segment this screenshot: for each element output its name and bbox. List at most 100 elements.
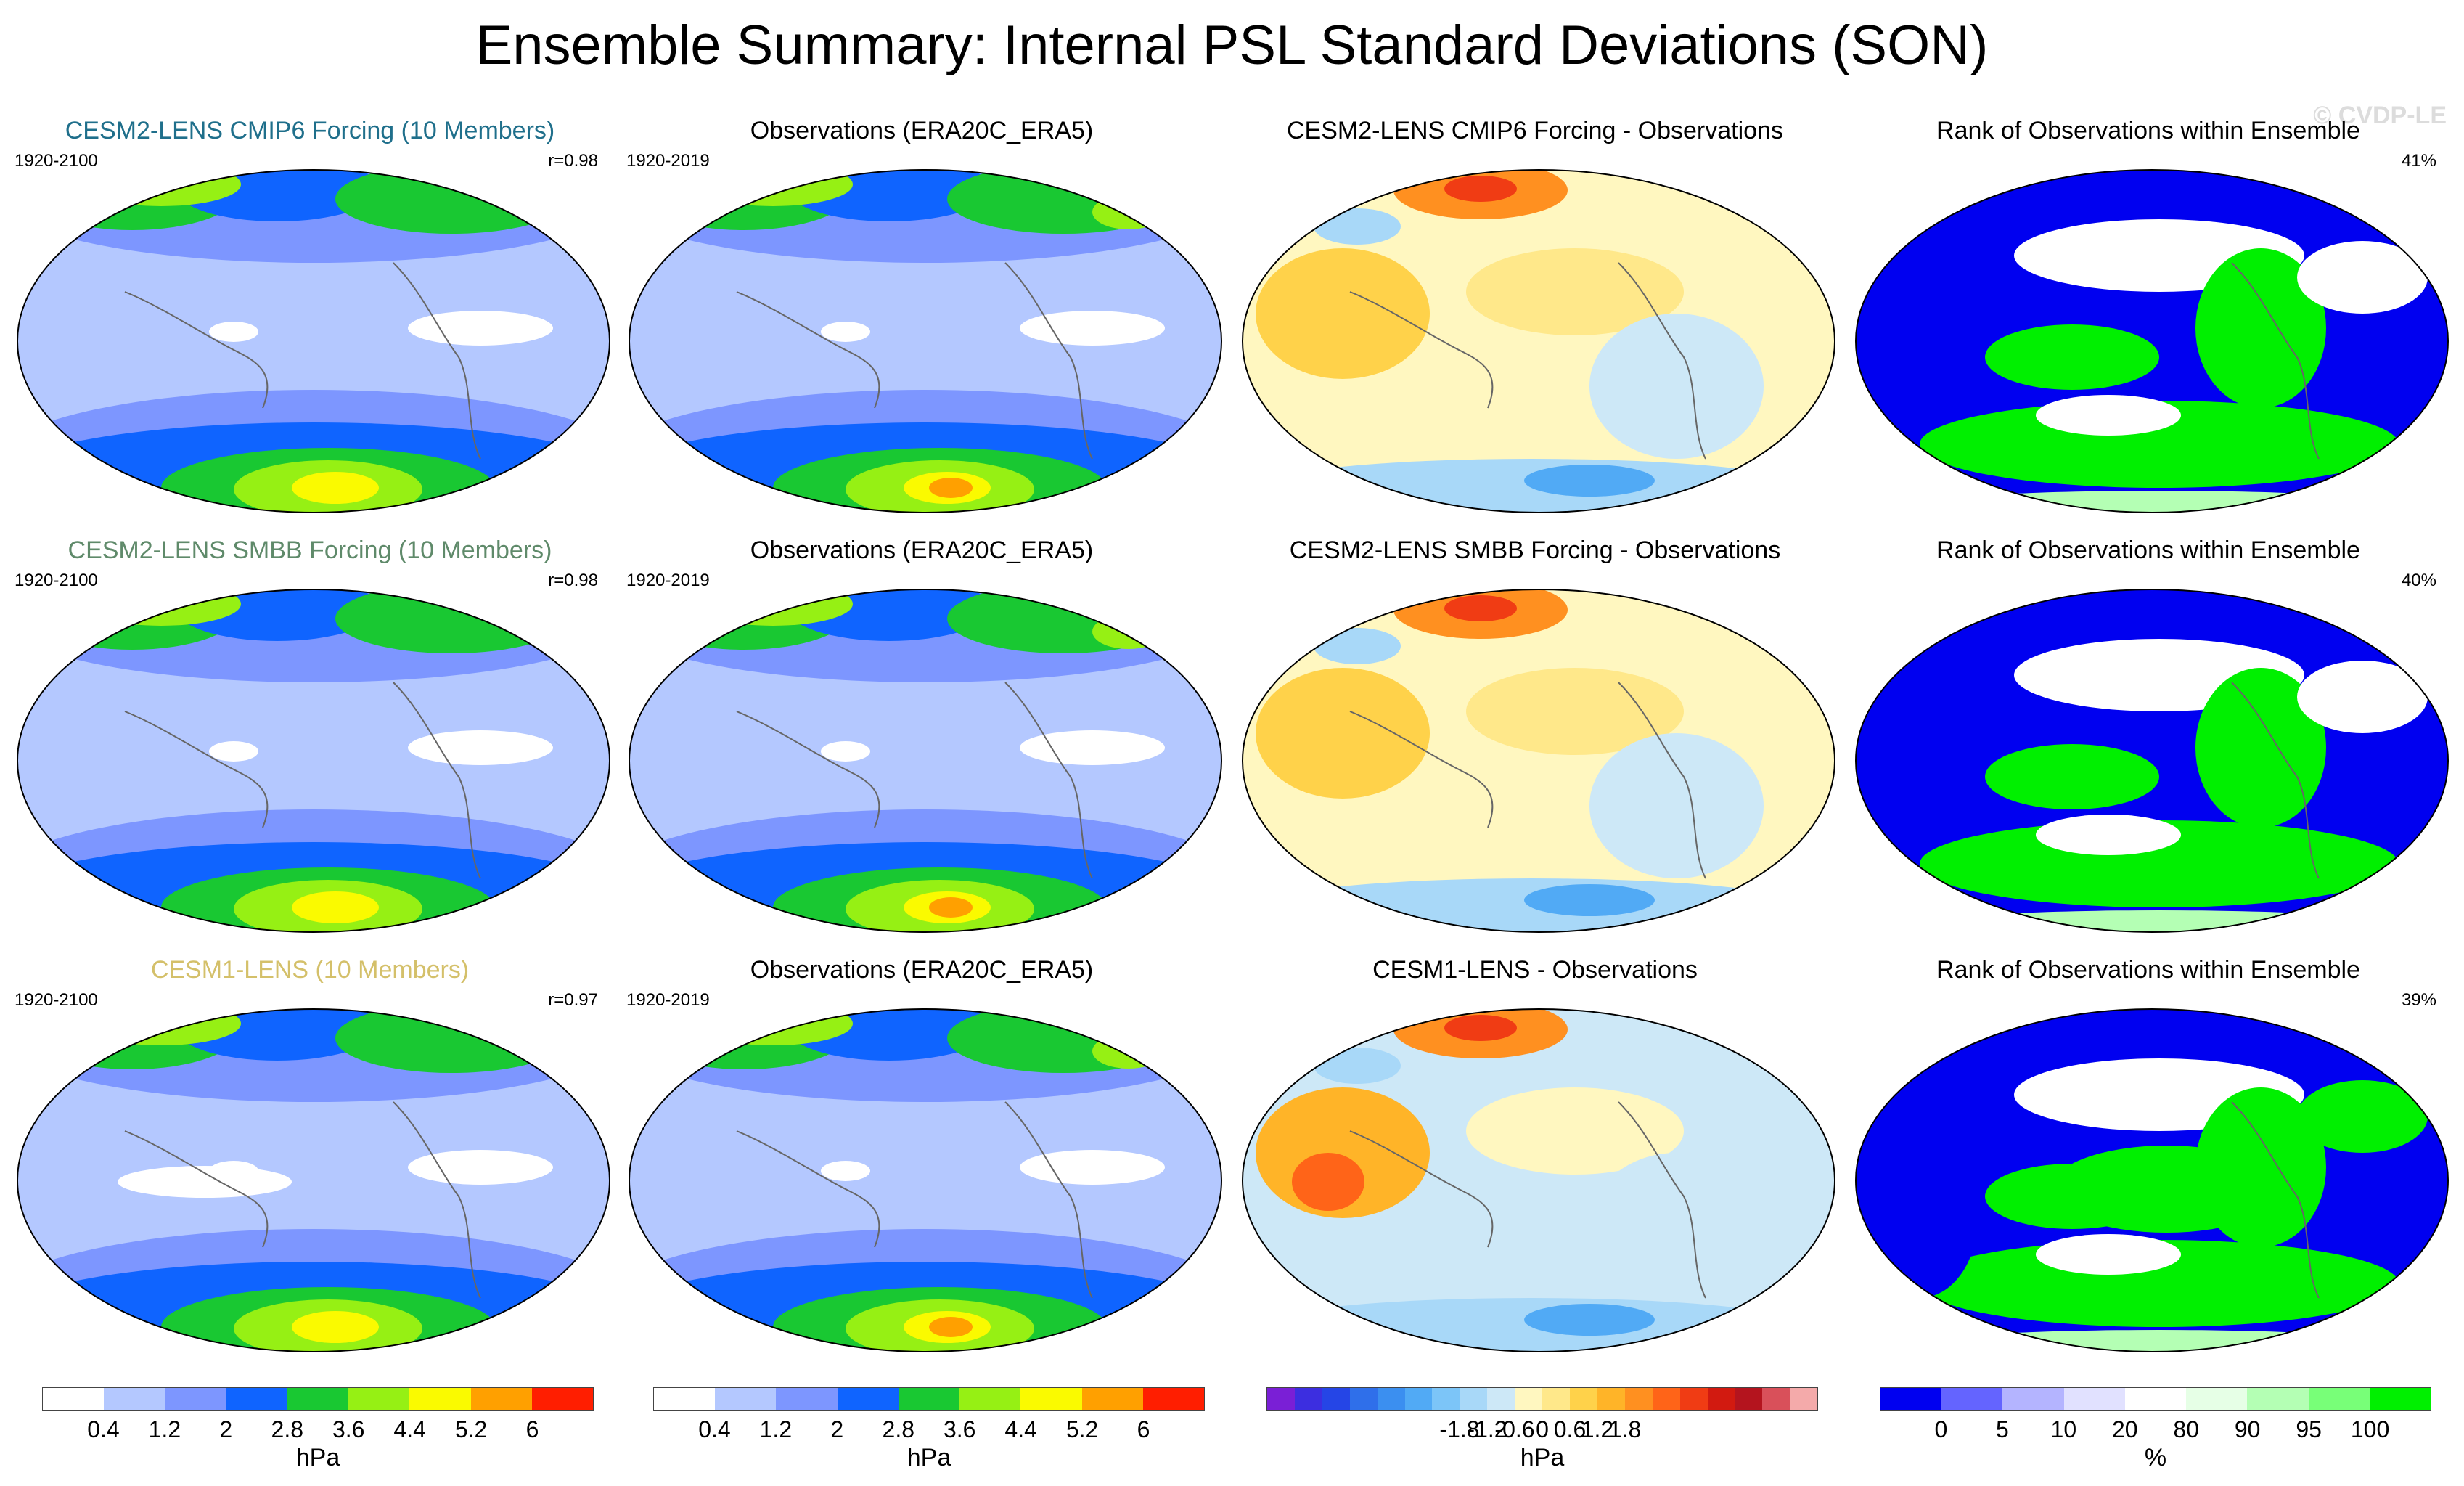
coastline-asia-australia — [1349, 1130, 1494, 1248]
colorbar-strip — [42, 1387, 594, 1411]
map-outline — [1855, 169, 2449, 513]
map-svg — [17, 169, 610, 513]
panel-2-3: CESM2-LENS SMBB Forcing - Observations — [1234, 536, 1836, 942]
coastline-asia-australia — [124, 711, 269, 828]
rank-high-pacific — [2050, 1146, 2283, 1233]
sh-contour-5.2 — [292, 472, 379, 504]
map-sd — [628, 1008, 1223, 1353]
map-svg — [1855, 589, 2449, 933]
colorbar-segment — [2369, 1388, 2431, 1410]
asia-negative — [1314, 628, 1401, 664]
central-pacific — [1466, 668, 1684, 755]
colorbar-segment — [1652, 1388, 1680, 1410]
map-svg — [1242, 589, 1835, 933]
panel-years: 1920-2100 — [15, 990, 98, 1010]
colorbar-segment — [226, 1388, 287, 1410]
panel-3-1: CESM1-LENS (10 Members) 1920-2100 r=0.97 — [9, 955, 611, 1362]
obs-natl-contour-4.4 — [1092, 195, 1165, 229]
map-outline — [1242, 169, 1835, 513]
map-diff — [1241, 588, 1836, 934]
arctic-positive-core — [1444, 595, 1517, 621]
colorbar-segment — [1404, 1388, 1433, 1410]
colorbar-1: 0.4 1.2 2 2.8 3.6 4.4 5.2 6 hPa — [42, 1383, 594, 1477]
panel-statistic: r=0.98 — [548, 151, 598, 171]
map-field — [1856, 589, 2448, 932]
colorbar-tick-label: 1.2 — [148, 1416, 181, 1442]
colorbar-tick-label: 1.2 — [1581, 1416, 1614, 1442]
rank-region-atlantic — [2297, 241, 2428, 314]
arctic-positive-core — [1444, 1015, 1517, 1041]
map-rank — [1854, 588, 2449, 934]
panel-statistic: 40% — [2401, 571, 2436, 590]
colorbar-tick-label: 6 — [525, 1416, 539, 1442]
colorbar-tick-label: 20 — [2111, 1416, 2138, 1442]
coastline-asia-australia — [736, 711, 880, 828]
sh-contour-5.2 — [292, 1311, 379, 1343]
rank-high-southern — [1920, 401, 2399, 488]
map-outline — [17, 169, 610, 513]
map-rank — [1854, 1008, 2449, 1353]
rank-low-indian — [1862, 1138, 1978, 1298]
coastline-asia-australia — [124, 1130, 269, 1248]
colorbar-tick-label: 0.4 — [698, 1416, 731, 1442]
panel-title: CESM2-LENS CMIP6 Forcing (10 Members) — [65, 117, 555, 144]
map-svg — [1855, 169, 2449, 513]
colorbar-strip — [1266, 1387, 1818, 1411]
colorbar-segment — [531, 1388, 593, 1410]
rank-antarctic-edge — [1941, 910, 2377, 932]
colorbar-4: 0 5 10 20 80 90 95 100% — [1880, 1383, 2431, 1477]
watermark: © CVDP-LE — [2313, 102, 2447, 129]
tropics-minimum-2 — [408, 311, 553, 346]
southeast-pacific-negative — [1589, 314, 1764, 459]
map-field — [1856, 1009, 2448, 1352]
indian-ocean-positive — [1256, 668, 1430, 799]
colorbar-tick-label: -1.2 — [1467, 1416, 1507, 1442]
colorbar-segment — [1020, 1388, 1082, 1410]
map-svg — [1242, 1008, 1835, 1352]
map-sd — [16, 1008, 611, 1353]
panel-title: Observations (ERA20C_ERA5) — [750, 117, 1094, 144]
rank-middle-region-2 — [2036, 1234, 2181, 1275]
colorbar-segment — [2186, 1388, 2248, 1410]
colorbar-segment — [2308, 1388, 2370, 1410]
map-outline — [629, 589, 1222, 933]
southeast-pacific-negative — [1589, 733, 1764, 878]
map-field — [1856, 170, 2448, 513]
panel-1-2: Observations (ERA20C_ERA5) 1920-2019 — [621, 116, 1223, 523]
colorbar-segment — [1679, 1388, 1708, 1410]
colorbar-tick-label: 0.4 — [87, 1416, 120, 1442]
rank-region-atlantic — [2297, 661, 2428, 733]
panel-statistic: 39% — [2401, 990, 2436, 1010]
coastline-americas — [2231, 262, 2320, 460]
colorbar-3: -1.8 -1.2 -0.6 0 0.6 1.2 1.8 hPa — [1266, 1383, 1818, 1477]
panel-years: 1920-2100 — [15, 151, 98, 171]
colorbar-tick-label: 4.4 — [1004, 1416, 1037, 1442]
rank-region-atlantic — [2297, 1080, 2428, 1153]
colorbar-unit: hPa — [295, 1444, 340, 1471]
panel-statistic: r=0.98 — [548, 571, 598, 590]
colorbar-tick-label: 4.4 — [393, 1416, 426, 1442]
tropics-minimum-2 — [1020, 730, 1165, 765]
tropics-minimum-1 — [821, 741, 870, 762]
colorbar-segment — [287, 1388, 349, 1410]
colorbar-tick-label: 3.6 — [332, 1416, 365, 1442]
colorbar-tick-label: 2.8 — [882, 1416, 915, 1442]
tropics-minimum-1 — [209, 322, 258, 342]
coastline-americas — [393, 1101, 481, 1299]
rank-high-region-2 — [2195, 248, 2326, 408]
map-outline — [1242, 1008, 1835, 1352]
tropics-minimum-2 — [1020, 311, 1165, 346]
colorbar-tick-label: 95 — [2296, 1416, 2322, 1442]
rank-high-region-1 — [1985, 324, 2159, 390]
colorbar-tick-label: 2 — [830, 1416, 844, 1442]
colorbar-segment — [776, 1388, 838, 1410]
colorbar-unit: hPa — [1520, 1444, 1565, 1471]
central-pacific — [1466, 248, 1684, 335]
colorbar-2: 0.4 1.2 2 2.8 3.6 4.4 5.2 6 hPa — [653, 1383, 1205, 1477]
southern-ocean-negative-core — [1524, 884, 1655, 916]
colorbar-segment — [1460, 1388, 1488, 1410]
colorbar-segment — [1790, 1388, 1818, 1410]
colorbar-segment — [1569, 1388, 1597, 1410]
colorbar-segment — [1294, 1388, 1322, 1410]
asia-negative — [1314, 1048, 1401, 1084]
